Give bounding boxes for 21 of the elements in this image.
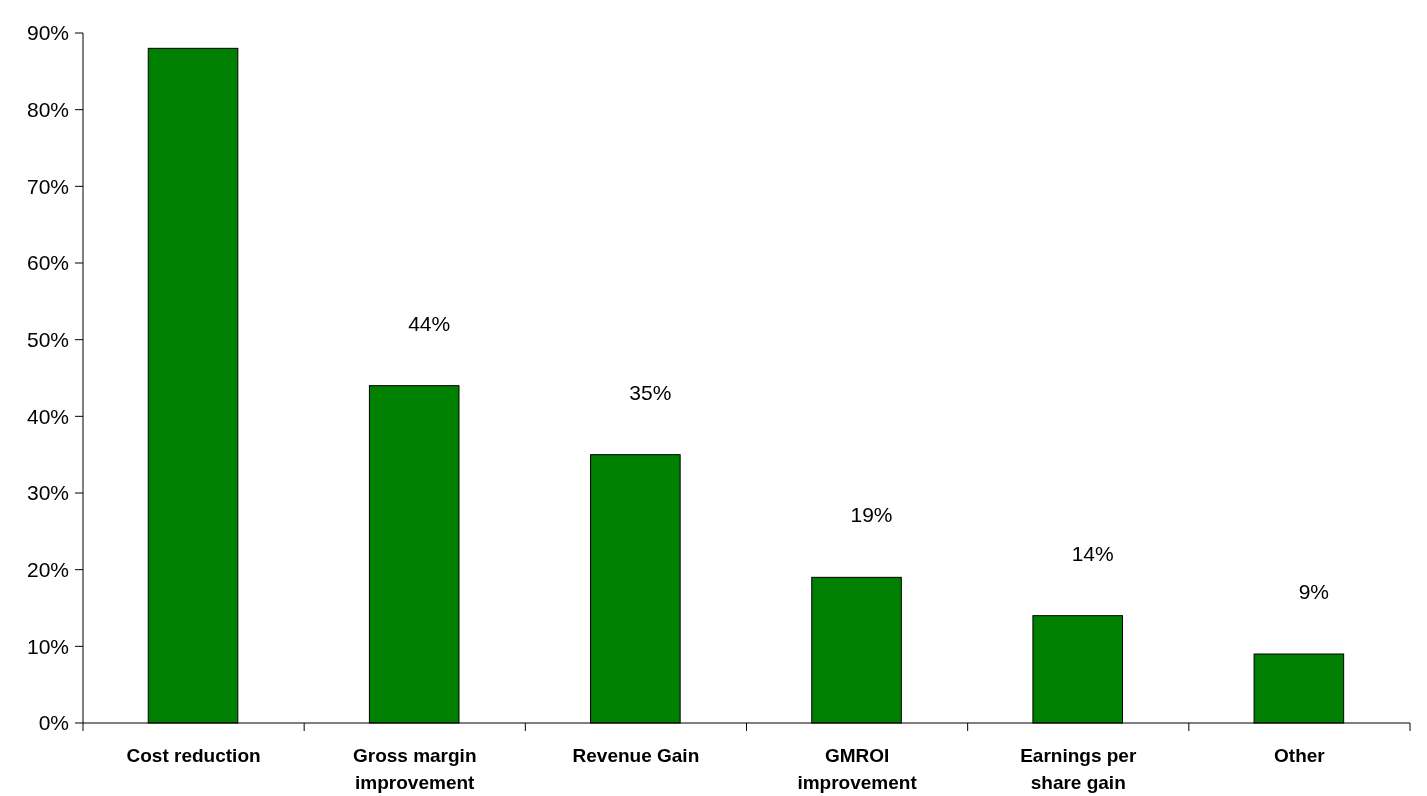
data-label: 35%: [629, 380, 672, 404]
y-tick-label: 10%: [26, 634, 69, 658]
y-tick-label: 60%: [26, 251, 69, 275]
data-label: 14%: [1071, 541, 1114, 565]
y-tick-label: 80%: [26, 98, 69, 122]
x-tick-label: Gross margin improvement: [352, 745, 477, 793]
y-tick-label: 50%: [26, 328, 69, 352]
data-label: 9%: [1298, 580, 1330, 603]
x-tick-label: Other: [1274, 745, 1326, 766]
y-tick-label: 40%: [26, 404, 69, 428]
x-tick-label: GMROI improvement: [797, 745, 918, 793]
y-tick-label: 70%: [26, 174, 69, 198]
data-label: 44%: [408, 311, 451, 335]
y-tick-label: 90%: [26, 21, 69, 45]
data-label: 19%: [850, 503, 893, 527]
y-tick-label: 30%: [26, 481, 69, 505]
y-tick-label: 20%: [26, 558, 69, 582]
x-tick-label: Earnings per share gain: [1020, 745, 1137, 793]
x-tick-label: Revenue Gain: [572, 745, 700, 766]
y-tick-label: 0%: [38, 711, 69, 735]
x-tick-label: Cost reduction: [126, 745, 261, 766]
